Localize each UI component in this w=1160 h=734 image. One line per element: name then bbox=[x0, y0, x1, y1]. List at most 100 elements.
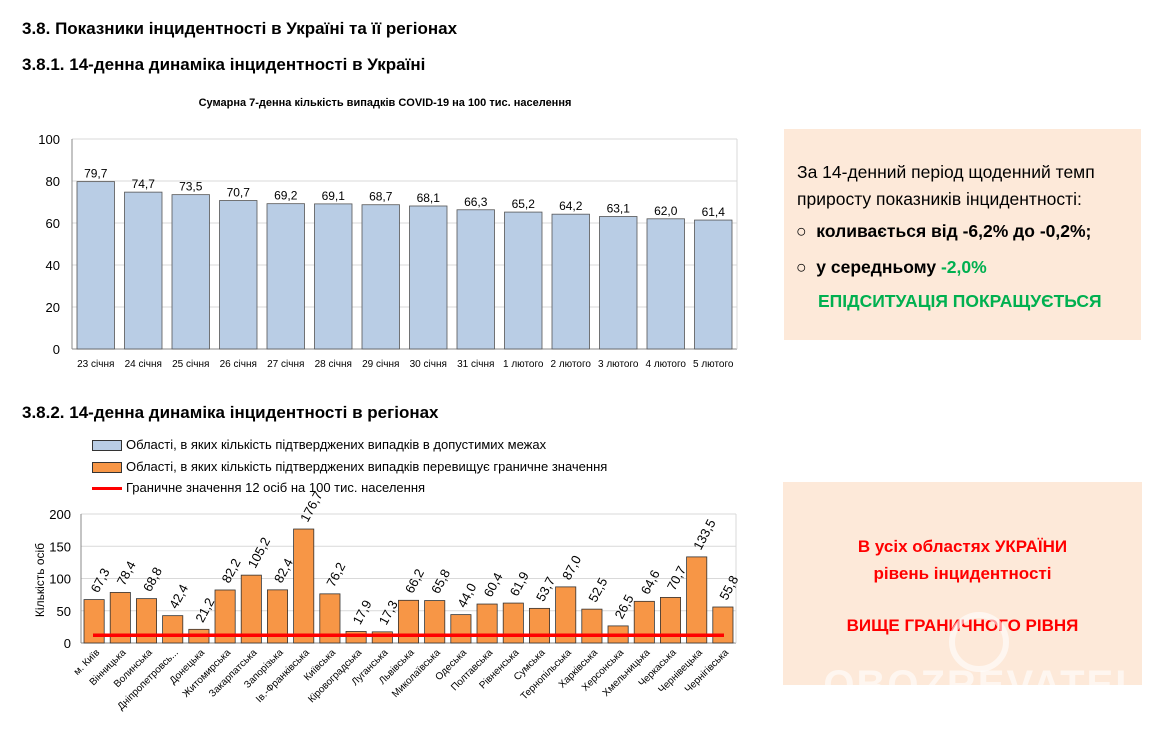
data-label: 82,2 bbox=[219, 556, 244, 585]
data-label: 42,4 bbox=[166, 582, 191, 611]
x-tick-label: 4 лютого bbox=[646, 359, 687, 370]
bar bbox=[397, 599, 419, 644]
data-label: 64,6 bbox=[638, 567, 663, 596]
bar bbox=[529, 607, 551, 644]
y-tick-label: 80 bbox=[46, 174, 60, 189]
bar bbox=[371, 631, 393, 644]
x-tick-label: 30 січня bbox=[410, 359, 447, 370]
data-label: 78,4 bbox=[114, 558, 139, 587]
globe-icon bbox=[948, 612, 1009, 672]
legend-label: Граничне значення 12 осіб на 100 тис. на… bbox=[126, 480, 426, 495]
data-label: 76,2 bbox=[323, 560, 348, 589]
data-label: 70,7 bbox=[227, 186, 251, 200]
bar bbox=[162, 615, 184, 644]
bar bbox=[502, 602, 524, 644]
data-label: 69,1 bbox=[322, 189, 346, 203]
x-tick-label: 29 січня bbox=[362, 359, 399, 370]
y-tick-label: 20 bbox=[46, 300, 60, 315]
bar bbox=[581, 608, 603, 644]
data-label: 73,5 bbox=[179, 180, 203, 194]
x-tick-label: 25 січня bbox=[172, 359, 209, 370]
data-label: 64,2 bbox=[559, 199, 583, 213]
data-label: 87,0 bbox=[559, 553, 584, 582]
legend-item-exceed: Області, в яких кількість підтверджених … bbox=[92, 459, 607, 474]
x-tick-label: 26 січня bbox=[220, 359, 257, 370]
data-label: 17,3 bbox=[376, 598, 401, 627]
data-label: 133,5 bbox=[690, 517, 719, 553]
data-label: 61,9 bbox=[507, 569, 532, 598]
bar bbox=[555, 586, 577, 644]
bar bbox=[219, 200, 258, 350]
average-value: -2,0% bbox=[940, 257, 987, 277]
bar bbox=[361, 204, 400, 350]
data-label: 26,5 bbox=[612, 592, 637, 621]
data-label: 52,5 bbox=[585, 575, 610, 604]
data-label: 69,2 bbox=[274, 189, 298, 203]
legend-item-within: Області, в яких кількість підтверджених … bbox=[92, 437, 546, 452]
bar bbox=[686, 556, 708, 644]
y-tick-label: 100 bbox=[38, 132, 60, 147]
data-label: 21,2 bbox=[192, 595, 217, 624]
bullet-text: у середньому bbox=[816, 257, 941, 277]
data-label: 79,7 bbox=[84, 167, 108, 181]
subsection-title-ukraine: 3.8.1. 14-денна динаміка інцидентності в… bbox=[22, 55, 426, 74]
bar bbox=[171, 194, 210, 350]
data-label: 82,4 bbox=[271, 556, 296, 585]
y-tick-label: 40 bbox=[46, 258, 60, 273]
y-tick-label: 100 bbox=[49, 572, 71, 587]
bar bbox=[266, 589, 288, 644]
data-label: 55,8 bbox=[716, 573, 741, 602]
bar bbox=[214, 589, 236, 644]
bar bbox=[450, 614, 472, 644]
x-tick-label: 27 січня bbox=[267, 359, 304, 370]
legend-swatch bbox=[92, 440, 122, 452]
y-tick-label: 150 bbox=[49, 539, 71, 554]
bar bbox=[76, 181, 115, 350]
data-label: 66,3 bbox=[464, 195, 488, 209]
bar bbox=[124, 191, 163, 350]
data-label: 65,8 bbox=[428, 567, 453, 596]
regions-line1: В усіх областях УКРАЇНИ bbox=[857, 537, 1068, 556]
data-label: 68,7 bbox=[369, 190, 393, 204]
data-label: 66,2 bbox=[402, 566, 427, 595]
data-label: 44,0 bbox=[454, 581, 479, 610]
bar bbox=[551, 213, 590, 350]
circle-outline-icon: ○ bbox=[796, 221, 817, 241]
bar bbox=[456, 209, 495, 350]
chart-title: Сумарна 7-денна кількість випадків COVID… bbox=[199, 97, 572, 109]
bar bbox=[504, 211, 543, 350]
bar bbox=[424, 600, 446, 644]
bar bbox=[314, 203, 353, 350]
subsection-title-regions: 3.8.2. 14-денна динаміка інцидентності в… bbox=[22, 403, 439, 422]
x-tick-label: 23 січня bbox=[77, 359, 114, 370]
y-tick-label: 200 bbox=[49, 507, 71, 522]
bar bbox=[599, 216, 638, 350]
summary-bullet-average: ○ у середньому -2,0% bbox=[796, 254, 987, 281]
x-tick-label: 3 лютого bbox=[598, 359, 639, 370]
summary-bullet-range: ○ коливається від -6,2% до -0,2%; bbox=[796, 218, 1091, 245]
data-label: 63,1 bbox=[607, 201, 631, 215]
y-tick-label: 0 bbox=[64, 636, 71, 651]
watermark-logo: OBOZREVATEL bbox=[823, 612, 1142, 705]
bar bbox=[633, 600, 655, 644]
data-label: 62,0 bbox=[654, 204, 678, 218]
data-label: 67,3 bbox=[88, 566, 113, 595]
legend-label: Області, в яких кількість підтверджених … bbox=[126, 459, 608, 474]
data-label: 74,7 bbox=[132, 177, 156, 191]
ukraine-chart: Сумарна 7-денна кількість випадків COVID… bbox=[38, 97, 738, 370]
x-tick-label: 2 лютого bbox=[551, 359, 592, 370]
data-label: 65,2 bbox=[512, 197, 536, 211]
circle-outline-icon: ○ bbox=[796, 257, 817, 277]
y-axis-label: Кількість осіб bbox=[33, 543, 47, 617]
bar bbox=[646, 218, 685, 350]
data-label: 61,4 bbox=[702, 205, 726, 219]
y-tick-label: 60 bbox=[46, 216, 60, 231]
regions-line2: рівень інцидентності bbox=[873, 564, 1052, 583]
bar bbox=[345, 631, 367, 644]
bar bbox=[266, 203, 305, 350]
y-tick-label: 50 bbox=[57, 604, 71, 619]
x-tick-label: 1 лютого bbox=[503, 359, 544, 370]
x-tick-label: 28 січня bbox=[315, 359, 352, 370]
legend-line bbox=[92, 487, 122, 491]
